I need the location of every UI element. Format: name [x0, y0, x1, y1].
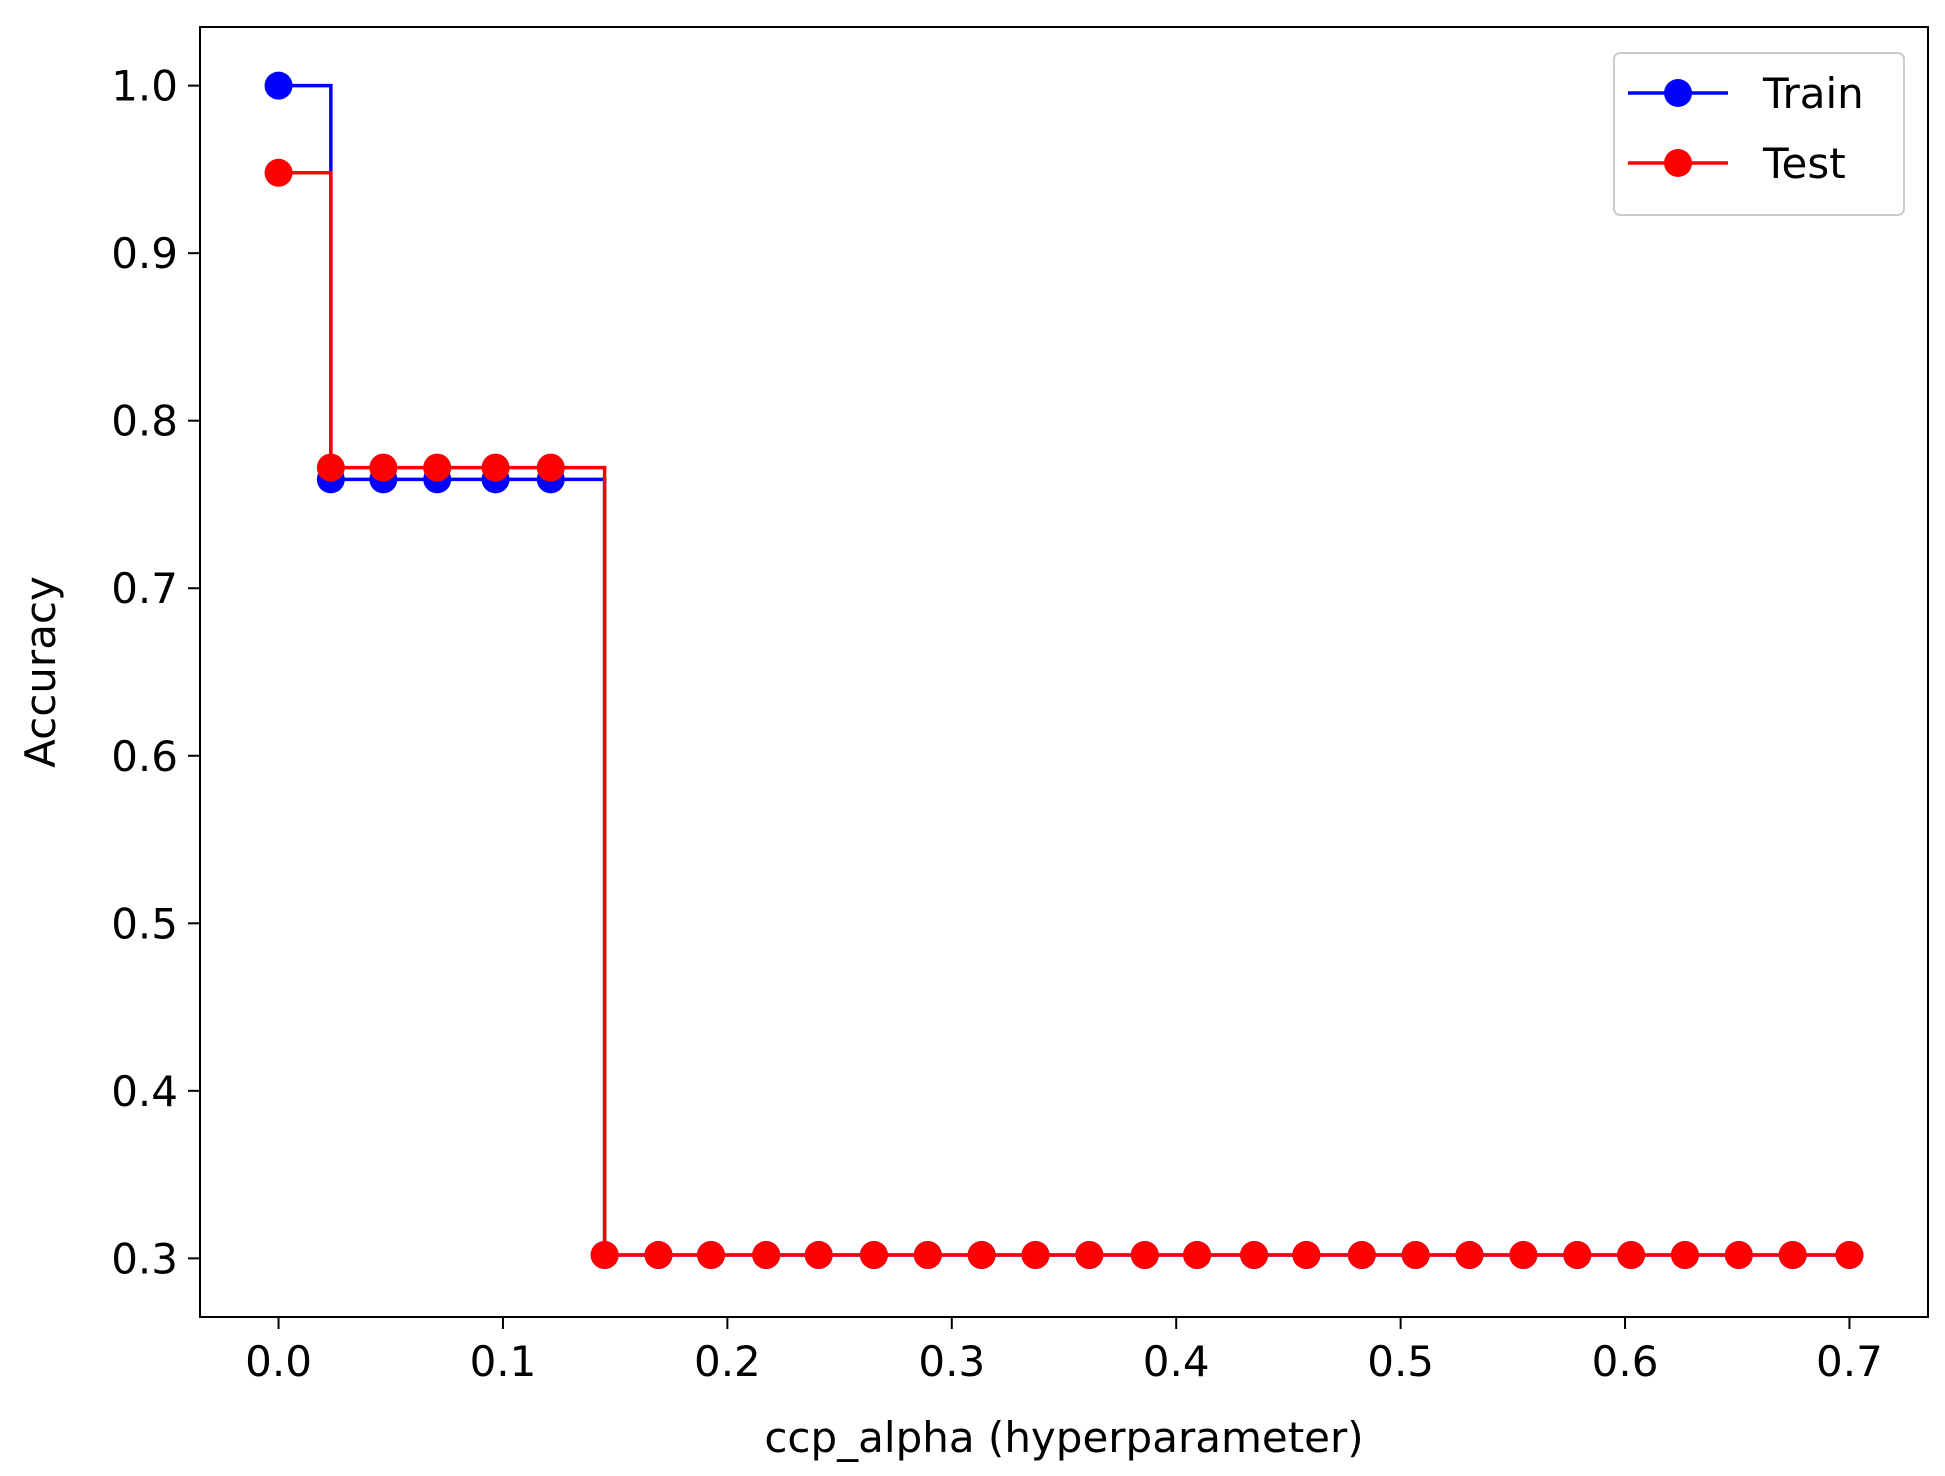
- legend-label-train: Train: [1762, 69, 1864, 118]
- data-point-test: [481, 453, 510, 482]
- y-tick-label: 0.7: [111, 564, 178, 613]
- x-tick-label: 0.2: [694, 1337, 761, 1386]
- data-point-test: [1778, 1241, 1807, 1270]
- data-point-test: [913, 1241, 942, 1270]
- legend-marker-train: [1664, 79, 1692, 107]
- data-point-test: [1509, 1241, 1538, 1270]
- y-tick-label: 0.5: [111, 899, 178, 948]
- data-point-test: [859, 1241, 888, 1270]
- legend: Train Test: [1613, 52, 1905, 216]
- data-point-test: [1292, 1241, 1321, 1270]
- x-axis-label: ccp_alpha (hyperparameter): [764, 1413, 1363, 1462]
- legend-label-test: Test: [1762, 139, 1846, 188]
- data-point-test: [1724, 1241, 1753, 1270]
- data-point-test: [536, 453, 565, 482]
- x-tick-label: 0.4: [1143, 1337, 1210, 1386]
- data-point-test: [804, 1241, 833, 1270]
- y-tick-label: 1.0: [111, 62, 178, 111]
- data-point-test: [1835, 1241, 1864, 1270]
- data-point-test: [1240, 1241, 1269, 1270]
- x-tick-label: 0.7: [1816, 1337, 1883, 1386]
- y-axis-label: Accuracy: [16, 576, 65, 768]
- data-point-test: [1617, 1241, 1646, 1270]
- plot-frame: [199, 26, 1929, 1318]
- x-tick-label: 0.0: [245, 1337, 312, 1386]
- data-point-test: [1021, 1241, 1050, 1270]
- legend-marker-test: [1664, 149, 1692, 177]
- data-point-test: [590, 1241, 619, 1270]
- x-tick-label: 0.6: [1592, 1337, 1659, 1386]
- data-point-test: [1401, 1241, 1430, 1270]
- data-point-test: [752, 1241, 781, 1270]
- data-point-test: [1670, 1241, 1699, 1270]
- data-point-test: [1455, 1241, 1484, 1270]
- data-point-test: [644, 1241, 673, 1270]
- y-tick-label: 0.8: [111, 397, 178, 446]
- data-point-test: [264, 158, 293, 187]
- y-tick-label: 0.6: [111, 732, 178, 781]
- plot-area: [200, 27, 1928, 1317]
- y-axis: 0.3 0.4 0.5 0.6 0.7 0.8 0.9 1.0: [111, 62, 200, 1283]
- y-tick-label: 0.9: [111, 229, 178, 278]
- x-axis: 0.0 0.1 0.2 0.3 0.4 0.5 0.6 0.7: [245, 1317, 1883, 1386]
- data-point-test: [1347, 1241, 1376, 1270]
- y-tick-label: 0.4: [111, 1067, 178, 1116]
- x-tick-label: 0.5: [1367, 1337, 1434, 1386]
- data-point-test: [967, 1241, 996, 1270]
- y-tick-label: 0.3: [111, 1234, 178, 1283]
- data-point-test: [423, 453, 452, 482]
- data-point-test: [1130, 1241, 1159, 1270]
- data-point-test: [1075, 1241, 1104, 1270]
- data-point-test: [1563, 1241, 1592, 1270]
- data-point-test: [316, 453, 345, 482]
- series-test: [264, 158, 1864, 1270]
- data-point-test: [369, 453, 398, 482]
- data-point-train: [264, 71, 293, 100]
- data-point-test: [1183, 1241, 1212, 1270]
- series-layer: [264, 71, 1864, 1270]
- data-point-test: [696, 1241, 725, 1270]
- x-tick-label: 0.3: [918, 1337, 985, 1386]
- x-tick-label: 0.1: [470, 1337, 537, 1386]
